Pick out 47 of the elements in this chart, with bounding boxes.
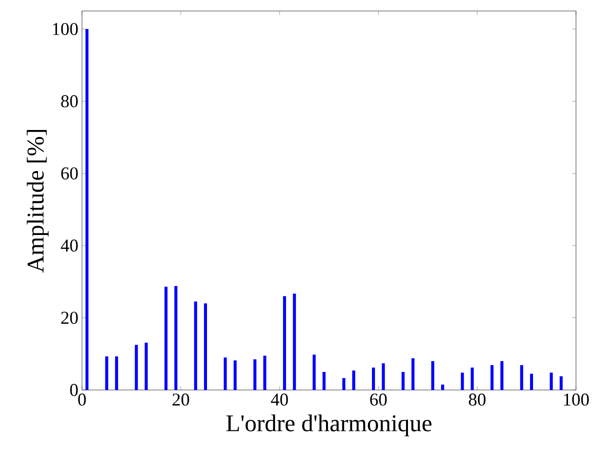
bar xyxy=(263,356,266,390)
x-tick-label: 0 xyxy=(78,394,86,406)
bar xyxy=(253,359,256,390)
bar xyxy=(322,372,326,390)
bar xyxy=(372,368,375,390)
bar xyxy=(312,354,316,390)
bar xyxy=(411,358,414,390)
bar xyxy=(164,286,168,390)
x-tick-label: 60 xyxy=(370,394,387,406)
bar xyxy=(85,29,88,390)
x-tick-label: 80 xyxy=(468,394,486,406)
bar xyxy=(500,361,504,390)
bar xyxy=(460,372,464,390)
bar xyxy=(204,303,207,390)
bar xyxy=(520,365,524,390)
y-tick-label: 80 xyxy=(61,95,78,108)
x-tick-label: 20 xyxy=(172,394,190,406)
bar xyxy=(194,302,198,390)
bar xyxy=(342,378,346,390)
bar xyxy=(283,296,286,390)
bar xyxy=(144,342,148,390)
bar xyxy=(382,363,385,390)
bar xyxy=(352,370,356,390)
bar xyxy=(441,384,444,390)
bar xyxy=(174,286,178,390)
bar xyxy=(431,361,434,390)
y-axis-title: Amplitude [%] xyxy=(26,130,49,273)
y-tick-label: 100 xyxy=(53,22,78,36)
y-tick-label: 0 xyxy=(70,384,78,396)
bar xyxy=(470,368,474,390)
bar xyxy=(530,374,534,390)
x-tick-label: 40 xyxy=(270,394,288,406)
bar xyxy=(134,344,138,390)
bar xyxy=(115,356,118,390)
y-tick-label: 20 xyxy=(61,312,78,324)
bar xyxy=(224,358,227,390)
bar xyxy=(402,372,405,390)
x-axis-title: L'ordre d'harmonique xyxy=(226,414,432,436)
bar xyxy=(560,376,563,390)
bar xyxy=(105,356,108,390)
bar xyxy=(234,360,237,390)
x-tick-label: 100 xyxy=(564,394,589,406)
bar xyxy=(490,365,494,390)
bar xyxy=(292,294,296,390)
bar xyxy=(550,372,553,390)
y-tick-label: 40 xyxy=(60,240,78,252)
y-tick-label: 60 xyxy=(61,167,78,180)
